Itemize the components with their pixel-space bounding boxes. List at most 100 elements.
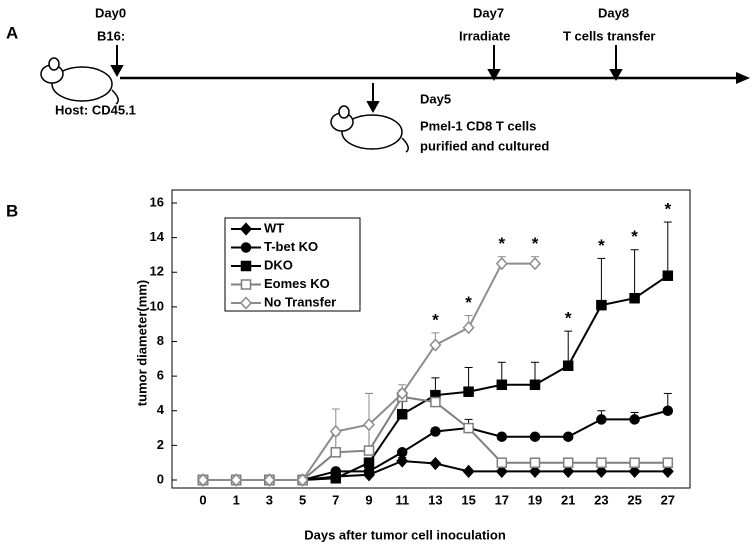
data-point: [330, 473, 342, 484]
y-tick-label: 12: [150, 264, 164, 279]
data-point: [396, 447, 408, 458]
x-tick-label: 0: [199, 492, 206, 507]
data-point: [662, 405, 674, 416]
legend-marker: [240, 279, 252, 290]
data-point: [362, 417, 376, 432]
data-point: [363, 466, 375, 477]
y-tick-label: 0: [157, 471, 164, 486]
event-day: Day0: [95, 5, 126, 20]
data-point: [396, 408, 408, 420]
data-point: [562, 431, 574, 442]
data-point: [529, 379, 541, 391]
data-point: [661, 464, 674, 478]
data-point: [562, 457, 574, 468]
data-point: [529, 431, 541, 442]
data-point: [662, 270, 674, 281]
event-text: purified and cultured: [420, 138, 549, 153]
x-tick-label: 5: [299, 492, 306, 507]
annotation: *: [432, 310, 439, 329]
y-tick-label: 6: [157, 368, 164, 383]
event-text: Pmel-1 CD8 T cells: [420, 118, 536, 133]
x-tick-label: 23: [594, 492, 608, 507]
data-point: [528, 464, 542, 478]
legend-marker: [239, 222, 253, 236]
y-tick-label: 16: [150, 194, 164, 209]
data-point: [396, 454, 409, 468]
data-point: [396, 386, 409, 401]
y-tick-label: 14: [150, 229, 165, 244]
event-text: B16:: [97, 28, 125, 43]
x-tick-label: 15: [461, 492, 475, 507]
data-point: [562, 464, 575, 478]
data-point: [596, 299, 607, 311]
data-point: [463, 422, 474, 434]
data-point: [263, 473, 276, 487]
data-point: [529, 457, 541, 468]
y-axis-label: tumor diameter(mm): [134, 280, 149, 406]
legend-label: WT: [264, 220, 284, 235]
data-point: [495, 256, 508, 271]
y-tick-label: 8: [157, 333, 164, 348]
x-tick-label: 1: [233, 492, 240, 507]
data-point: [429, 456, 442, 471]
legend-label: No Transfer: [264, 294, 336, 309]
data-point: [496, 379, 508, 391]
legend-marker: [240, 242, 252, 253]
x-tick-label: 21: [561, 492, 575, 507]
annotation: *: [465, 293, 472, 312]
data-point: [430, 396, 441, 408]
event-day: Day5: [420, 91, 451, 106]
data-point: [629, 414, 640, 425]
data-point: [496, 457, 508, 468]
mouse-donor: [330, 105, 409, 153]
arrows: [110, 45, 623, 114]
data-point: [429, 338, 442, 352]
annotation: *: [498, 234, 505, 253]
annotation: *: [532, 234, 539, 253]
x-tick-label: 11: [395, 492, 409, 507]
data-point: [363, 445, 375, 456]
data-point: [363, 457, 375, 468]
annotation: *: [598, 236, 605, 255]
event-text: T cells transfer: [563, 28, 656, 43]
legend-label: T-bet KO: [264, 239, 318, 254]
x-tick-label: 3: [266, 492, 273, 507]
data-point: [628, 464, 641, 478]
legend-marker: [240, 260, 252, 272]
x-axis-label: Days after tumor cell inoculation: [304, 527, 506, 542]
data-point: [629, 292, 640, 304]
mouse-host: [40, 57, 119, 105]
y-tick-label: 4: [157, 402, 165, 417]
x-tick-label: 19: [528, 492, 542, 507]
data-point: [230, 473, 243, 487]
x-tick-label: 7: [332, 492, 339, 507]
y-tick-label: 2: [157, 437, 164, 452]
data-point: [596, 457, 607, 468]
x-tick-label: 17: [495, 492, 509, 507]
timeline-head: [736, 72, 750, 84]
data-point: [330, 447, 342, 458]
legend-label: DKO: [264, 257, 293, 272]
data-point: [196, 473, 210, 487]
event-day: Day7: [473, 5, 504, 20]
data-point: [296, 473, 309, 487]
data-point: [496, 431, 508, 442]
data-point: [596, 414, 607, 425]
data-point: [462, 464, 475, 478]
annotation: *: [631, 227, 638, 246]
legend-marker: [239, 296, 253, 310]
host-label: Host: CD45.1: [55, 102, 136, 117]
legend-label: Eomes KO: [264, 276, 330, 291]
panel-label: A: [6, 23, 18, 42]
data-point: [629, 457, 640, 468]
x-tick-label: 13: [428, 492, 442, 507]
data-point: [595, 464, 608, 478]
plot-frame: [171, 189, 691, 489]
data-point: [430, 426, 441, 437]
data-point: [495, 464, 508, 478]
x-tick-label: 27: [661, 492, 675, 507]
annotation: *: [664, 200, 671, 219]
data-point: [528, 256, 542, 271]
x-tick-label: 25: [627, 492, 641, 507]
